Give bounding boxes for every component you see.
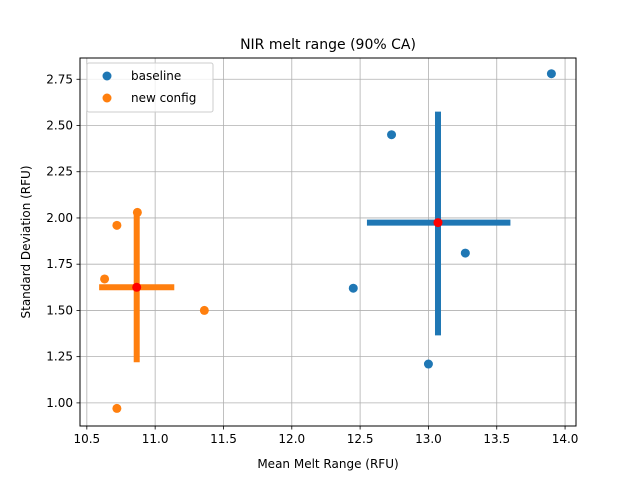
x-tick-label: 13.5	[483, 432, 510, 446]
y-tick-label: 1.00	[46, 396, 73, 410]
x-axis-title: Mean Melt Range (RFU)	[257, 457, 398, 471]
x-tick-label: 12.0	[278, 432, 305, 446]
data-point-new-config	[112, 220, 122, 230]
x-tick-label: 12.5	[347, 432, 374, 446]
data-point-new-config	[132, 207, 142, 217]
x-tick-label: 13.0	[415, 432, 442, 446]
x-axis-ticks: 10.5 11.0 11.5 12.0 12.5 13.0 13.5 14.0	[73, 426, 578, 446]
y-tick-label: 1.25	[46, 350, 73, 364]
y-tick-label: 1.50	[46, 303, 73, 317]
center-points	[132, 218, 443, 292]
x-tick-label: 11.5	[210, 432, 237, 446]
data-point-baseline	[460, 248, 470, 258]
y-tick-label: 2.25	[46, 165, 73, 179]
legend-label-baseline: baseline	[131, 69, 181, 83]
legend-marker-new-config	[102, 93, 112, 103]
legend-box	[86, 62, 214, 113]
legend-marker-baseline	[102, 71, 112, 81]
y-tick-label: 2.50	[46, 118, 73, 132]
grid-lines	[80, 58, 576, 426]
legend: baseline new config	[86, 62, 214, 113]
plot-area-frame	[79, 57, 577, 427]
y-axis-ticks: 1.00 1.25 1.50 1.75 2.00 2.25 2.50 2.75	[46, 72, 80, 410]
y-tick-label: 2.75	[46, 72, 73, 86]
data-point-new-config	[100, 274, 110, 284]
center-point-baseline	[433, 218, 443, 228]
data-point-new-config	[199, 305, 209, 315]
x-tick-label: 10.5	[73, 432, 100, 446]
legend-label-new-config: new config	[131, 91, 196, 105]
data-point-baseline	[348, 283, 358, 293]
x-tick-label: 14.0	[552, 432, 579, 446]
data-point-baseline	[546, 69, 556, 79]
data-points	[100, 69, 556, 413]
y-tick-label: 1.75	[46, 257, 73, 271]
data-point-baseline	[423, 359, 433, 369]
x-tick-label: 11.0	[142, 432, 169, 446]
y-tick-label: 2.00	[46, 211, 73, 225]
center-point-new-config	[132, 282, 142, 292]
chart-title: NIR melt range (90% CA)	[240, 37, 416, 53]
data-point-baseline	[387, 130, 397, 140]
data-point-new-config	[112, 403, 122, 413]
y-axis-title: Standard Deviation (RFU)	[19, 165, 33, 318]
